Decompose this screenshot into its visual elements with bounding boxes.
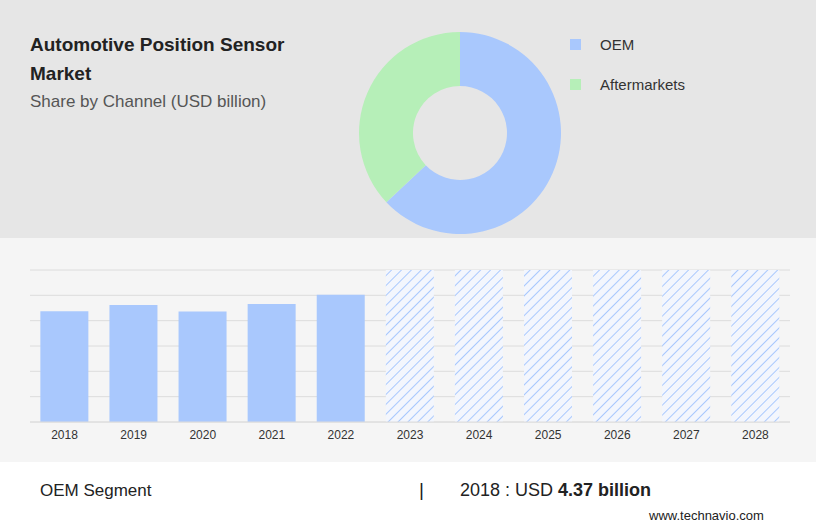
svg-text:2025: 2025 — [535, 428, 562, 442]
html-text:OEM: OEM — [600, 35, 635, 53]
html-text:2018 : USD 4.37 billion: 2018 : USD 4.37 billion — [460, 480, 652, 500]
html-text:OEM Segment: OEM Segment — [40, 481, 152, 500]
html-text:Aftermarkets: Aftermarkets — [600, 75, 685, 93]
svg-text:2020: 2020 — [189, 428, 216, 442]
svg-text:2028: 2028 — [742, 428, 769, 442]
svg-text:2021: 2021 — [258, 428, 285, 442]
svg-text:2027: 2027 — [673, 428, 700, 442]
svg-text:2023: 2023 — [397, 428, 424, 442]
html-text:www.technavio.com: www.technavio.com — [649, 508, 764, 523]
svg-text:2024: 2024 — [466, 428, 493, 442]
svg-text:2022: 2022 — [328, 428, 355, 442]
html-text:Automotive Position Sensor Mar: Automotive Position Sensor Market — [30, 34, 285, 84]
svg-text:2018: 2018 — [51, 428, 78, 442]
svg-text:2019: 2019 — [120, 428, 147, 442]
html-text:Share by Channel (USD billion): Share by Channel (USD billion) — [30, 92, 267, 111]
svg-text:2026: 2026 — [604, 428, 631, 442]
